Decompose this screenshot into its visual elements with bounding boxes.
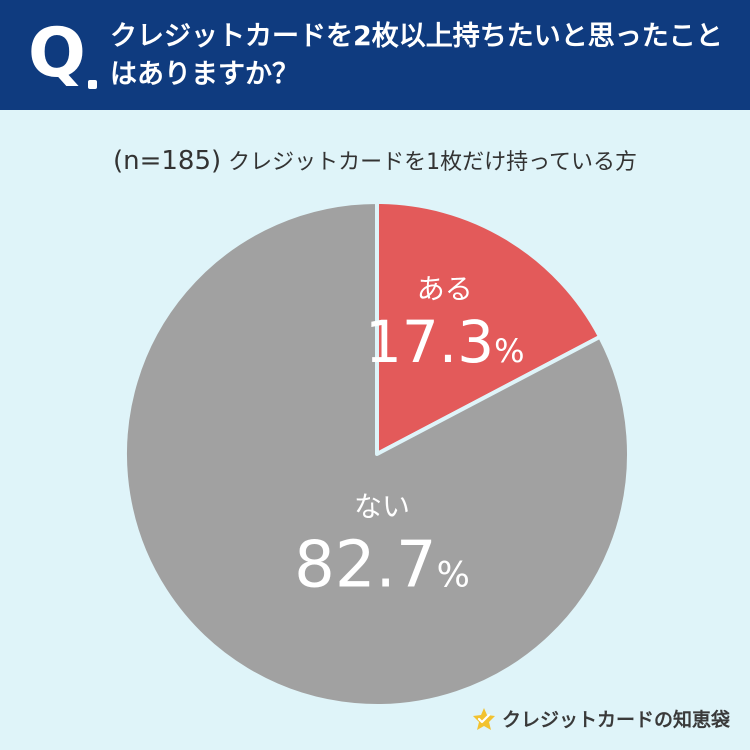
- pie-slice-2: [123, 200, 631, 708]
- slice-category-label: ある: [417, 272, 473, 305]
- slice-category-label: ない: [354, 490, 410, 523]
- slice-value-label: 82.7%: [294, 528, 470, 602]
- brand-name: クレジットカードの知恵袋: [501, 709, 730, 731]
- pie-slice-1: [375, 200, 603, 456]
- respondent-group: クレジットカードを1枚だけ持っている方: [228, 150, 638, 175]
- star-tag-icon: [472, 707, 495, 730]
- pie-slices: [123, 200, 631, 708]
- q-dot-icon: [88, 80, 97, 89]
- chart-subtitle: (n=185) クレジットカードを1枚だけ持っている方: [0, 143, 750, 181]
- sample-size: (n=185): [112, 146, 222, 176]
- brand-logo: クレジットカードの知恵袋: [472, 705, 730, 732]
- question-header: Q クレジットカードを2枚以上持ちたいと思ったことはありますか？: [0, 0, 750, 110]
- slice-value-label: 17.3%: [365, 308, 525, 376]
- q-mark: Q: [28, 14, 86, 93]
- question-text: クレジットカードを2枚以上持ちたいと思ったことはありますか？: [110, 21, 723, 90]
